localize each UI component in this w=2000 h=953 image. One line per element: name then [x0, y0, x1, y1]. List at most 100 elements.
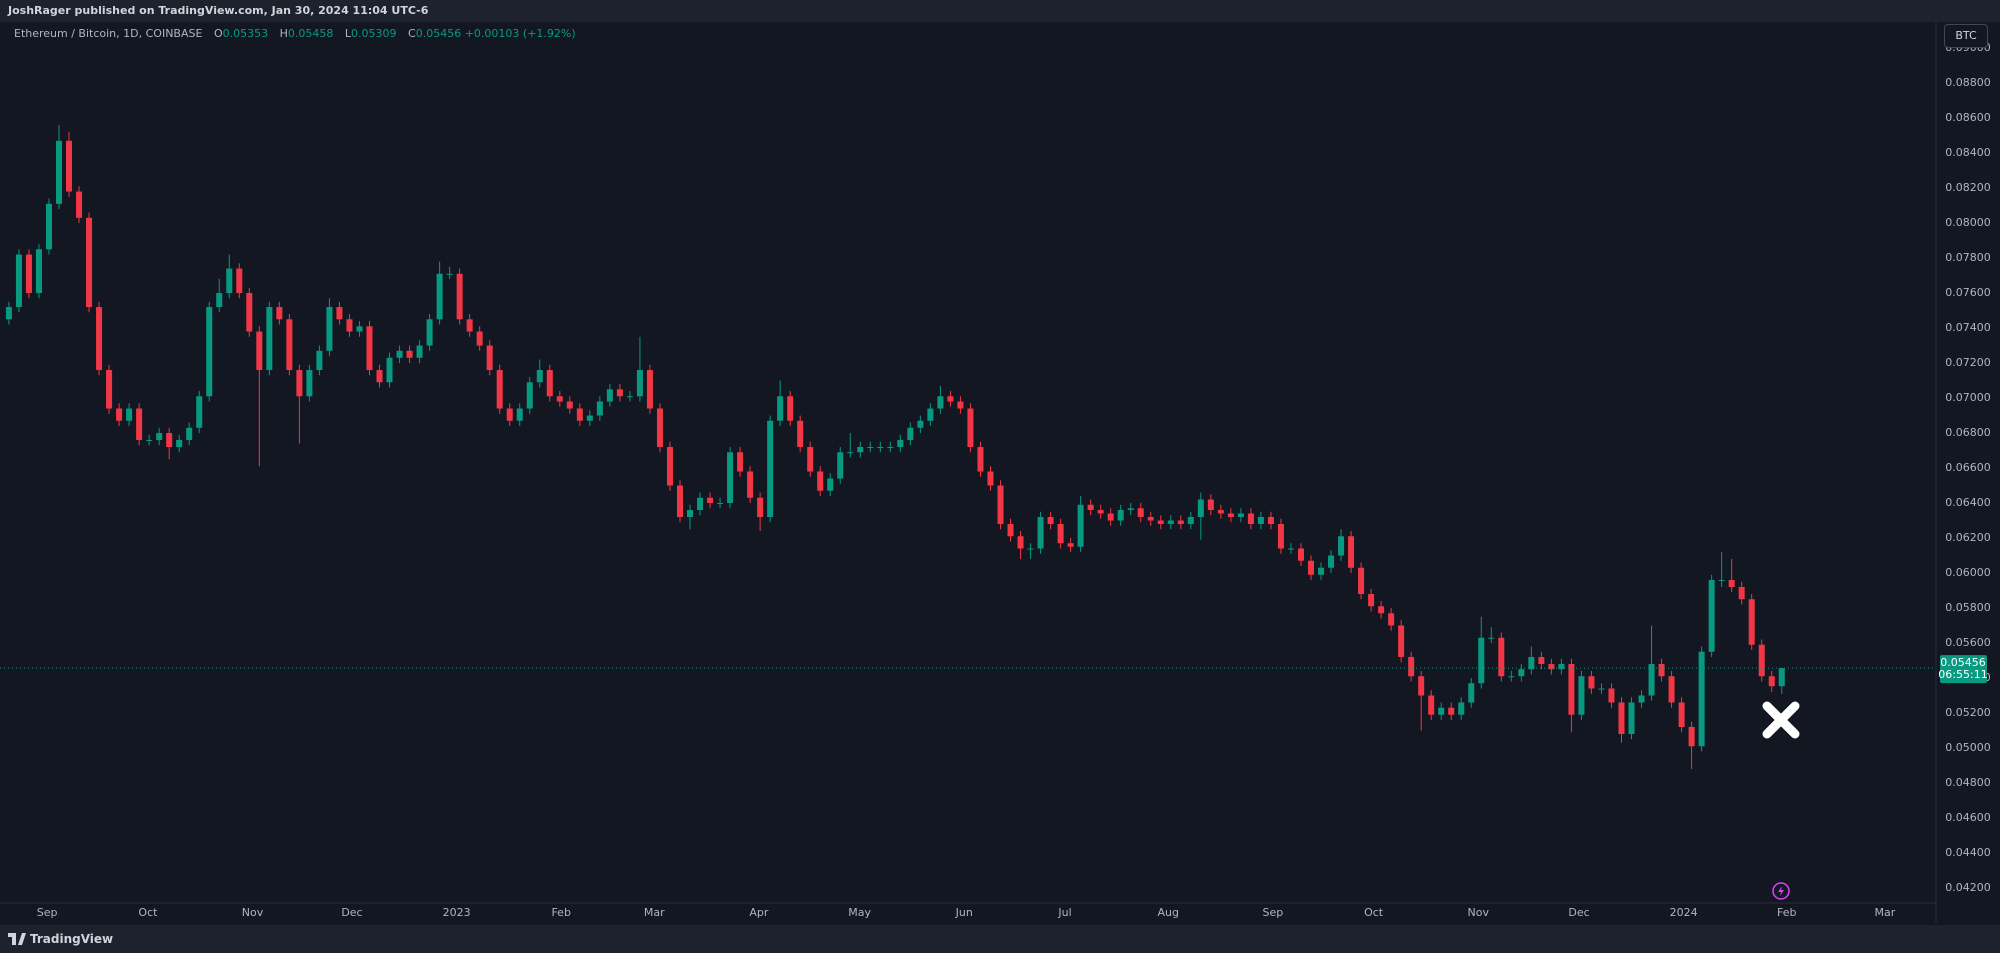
y-tick-label: 0.04600 [1945, 811, 1991, 824]
candle-body [586, 415, 593, 421]
candle-body [1207, 499, 1214, 511]
candle-body [106, 370, 113, 409]
candle-body [837, 452, 844, 479]
candle-body [1117, 510, 1124, 521]
y-tick-label: 0.04400 [1945, 846, 1991, 859]
candle-body [1127, 508, 1134, 511]
candle-body [1247, 513, 1254, 525]
y-tick-label: 0.06400 [1945, 496, 1991, 509]
candle-body [1017, 536, 1024, 549]
y-tick-label: 0.07800 [1945, 251, 1991, 264]
candle-body [1318, 567, 1325, 575]
candle-body [697, 497, 704, 511]
candle-body [1328, 555, 1335, 568]
candle-body [847, 452, 854, 454]
candle-body [1097, 510, 1104, 514]
candle-body [1418, 676, 1425, 696]
candle-body [1498, 637, 1505, 677]
candle-body [687, 510, 694, 518]
candle-body [1678, 702, 1685, 727]
candle-body [1147, 517, 1154, 521]
y-tick-label: 0.04800 [1945, 776, 1991, 789]
candle-body [1307, 560, 1315, 575]
candle-body [787, 396, 794, 421]
x-tick-label: Oct [1364, 906, 1384, 919]
candle-body [897, 440, 904, 448]
candle-body [616, 389, 623, 397]
candle-body [1758, 644, 1765, 677]
candle-body [1428, 695, 1435, 715]
x-tick-label: Aug [1158, 906, 1179, 919]
y-tick-label: 0.07600 [1945, 286, 1991, 299]
brand: TradingView [30, 932, 114, 946]
candle-body [1277, 524, 1284, 549]
candle-body [156, 433, 163, 441]
candle-body [1508, 676, 1515, 678]
y-tick-label: 0.05800 [1945, 601, 1991, 614]
y-tick-label: 0.07000 [1945, 391, 1991, 404]
candle-body [1237, 513, 1244, 518]
candle-body [15, 254, 22, 308]
candle-body [1458, 702, 1465, 715]
footer: TradingView [0, 925, 2000, 953]
candle-body [1157, 520, 1164, 525]
candle-body [466, 319, 473, 332]
candle-body [1227, 513, 1234, 518]
candle-body [416, 345, 423, 358]
y-tick-label: 0.08400 [1945, 146, 1991, 159]
candle-body [1708, 579, 1715, 652]
candle-body [386, 357, 393, 383]
x-tick-label: Mar [1875, 906, 1896, 919]
candle-body [1047, 517, 1054, 525]
candle-body [166, 433, 173, 448]
currency-button[interactable]: BTC [1944, 24, 1988, 48]
candle-body [1057, 524, 1064, 544]
x-tick-label: May [848, 906, 871, 919]
top-bar: JoshRager published on TradingView.com, … [0, 0, 2000, 22]
x-tick-label: Jul [1057, 906, 1071, 919]
candle-body [1628, 702, 1635, 734]
candle-body [566, 401, 573, 409]
candle-body [486, 345, 493, 371]
candle-body [1618, 702, 1625, 734]
y-tick-label: 0.06200 [1945, 531, 1991, 544]
plot-area [0, 22, 1936, 903]
logo [8, 933, 26, 945]
price-tag-value: 0.05456 [1940, 656, 1986, 669]
candle-body [967, 408, 974, 448]
high-value: 0.05458 [287, 27, 334, 40]
candle-body [817, 471, 824, 491]
candle-body [1348, 536, 1355, 568]
y-tick-label: 0.04200 [1945, 881, 1991, 894]
candle-body [1187, 517, 1194, 525]
candle-body [656, 408, 663, 448]
candle-body [1608, 688, 1615, 703]
candle-body [346, 319, 353, 332]
candle-body [1027, 548, 1034, 550]
candle-body [546, 370, 553, 397]
candle-body [186, 427, 193, 441]
candle-body [737, 452, 744, 472]
candle-body [516, 408, 523, 421]
candle-body [827, 478, 834, 491]
candle-body [456, 273, 463, 320]
flash-icon[interactable] [1772, 882, 1790, 900]
candle-body [366, 326, 373, 371]
x-tick-label: Nov [242, 906, 264, 919]
candle-body [927, 408, 934, 421]
candle-body [76, 191, 83, 218]
x-tick-label: 2023 [443, 906, 471, 919]
candle-body [1388, 613, 1395, 626]
candle-body [66, 140, 73, 192]
candle-body [1267, 517, 1274, 525]
candle-body [1037, 517, 1044, 549]
x-tick-label: Dec [1568, 906, 1589, 919]
candle-body [1778, 668, 1785, 687]
candle-body [1768, 676, 1775, 687]
close-icon [1762, 701, 1800, 739]
candle-body [1478, 637, 1485, 684]
x-stroke [1762, 701, 1800, 739]
candle-body [646, 370, 653, 409]
candle-body [1558, 663, 1565, 670]
change: +0.00103 (+1.92%) [464, 27, 576, 40]
